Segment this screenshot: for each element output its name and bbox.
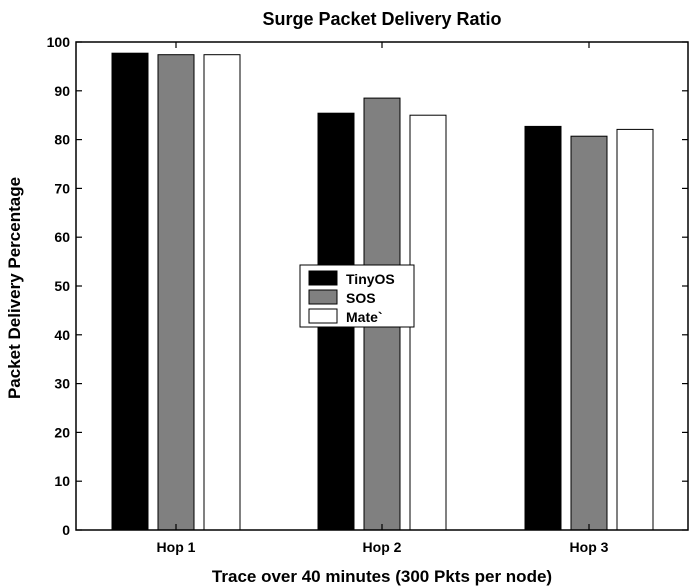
y-axis-label: Packet Delivery Percentage bbox=[5, 177, 24, 399]
y-tick-label: 50 bbox=[54, 278, 70, 294]
x-tick-label: Hop 2 bbox=[363, 539, 402, 555]
y-tick-label: 20 bbox=[54, 424, 70, 440]
y-tick-label: 100 bbox=[47, 34, 71, 50]
bar-mate-hop-2 bbox=[409, 114, 447, 531]
y-tick-label: 90 bbox=[54, 83, 70, 99]
legend: TinyOS SOS Mate` bbox=[299, 264, 415, 328]
legend-label: Mate` bbox=[346, 309, 383, 325]
bar-mate-hop-1 bbox=[203, 54, 241, 531]
legend-swatch bbox=[308, 270, 338, 286]
chart-title: Surge Packet Delivery Ratio bbox=[262, 9, 501, 29]
bar-tinyos-hop-1 bbox=[111, 52, 149, 531]
x-tick-label: Hop 1 bbox=[157, 539, 196, 555]
legend-label: SOS bbox=[346, 290, 376, 306]
legend-swatch bbox=[308, 289, 338, 305]
y-tick-label: 60 bbox=[54, 229, 70, 245]
y-tick-label: 40 bbox=[54, 327, 70, 343]
x-axis-label: Trace over 40 minutes (300 Pkts per node… bbox=[212, 567, 552, 586]
x-tick-label: Hop 3 bbox=[570, 539, 609, 555]
legend-swatch bbox=[308, 308, 338, 324]
y-tick-label: 80 bbox=[54, 132, 70, 148]
bar-mate-hop-3 bbox=[616, 128, 654, 531]
bar-tinyos-hop-3 bbox=[524, 125, 562, 531]
y-tick-label: 70 bbox=[54, 180, 70, 196]
y-tick-label: 30 bbox=[54, 376, 70, 392]
y-tick-label: 0 bbox=[62, 522, 70, 538]
bar-sos-hop-3 bbox=[570, 135, 608, 531]
axes-group: 0 10 20 30 40 50 60 70 80 90 100 Hop 1 Hop 2 Hop 3 bbox=[47, 34, 689, 555]
bars-group bbox=[111, 52, 654, 531]
y-tick-label: 10 bbox=[54, 473, 70, 489]
legend-label: TinyOS bbox=[346, 271, 395, 287]
bar-sos-hop-1 bbox=[157, 54, 195, 531]
